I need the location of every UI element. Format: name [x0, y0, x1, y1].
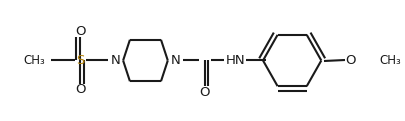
- Text: CH₃: CH₃: [23, 54, 45, 67]
- Text: HN: HN: [226, 54, 245, 67]
- Text: S: S: [76, 54, 85, 67]
- Text: O: O: [200, 86, 210, 99]
- Text: N: N: [171, 54, 181, 67]
- Text: O: O: [75, 25, 85, 38]
- Text: N: N: [111, 54, 120, 67]
- Text: O: O: [345, 54, 356, 67]
- Text: O: O: [75, 83, 85, 96]
- Text: CH₃: CH₃: [379, 54, 401, 67]
